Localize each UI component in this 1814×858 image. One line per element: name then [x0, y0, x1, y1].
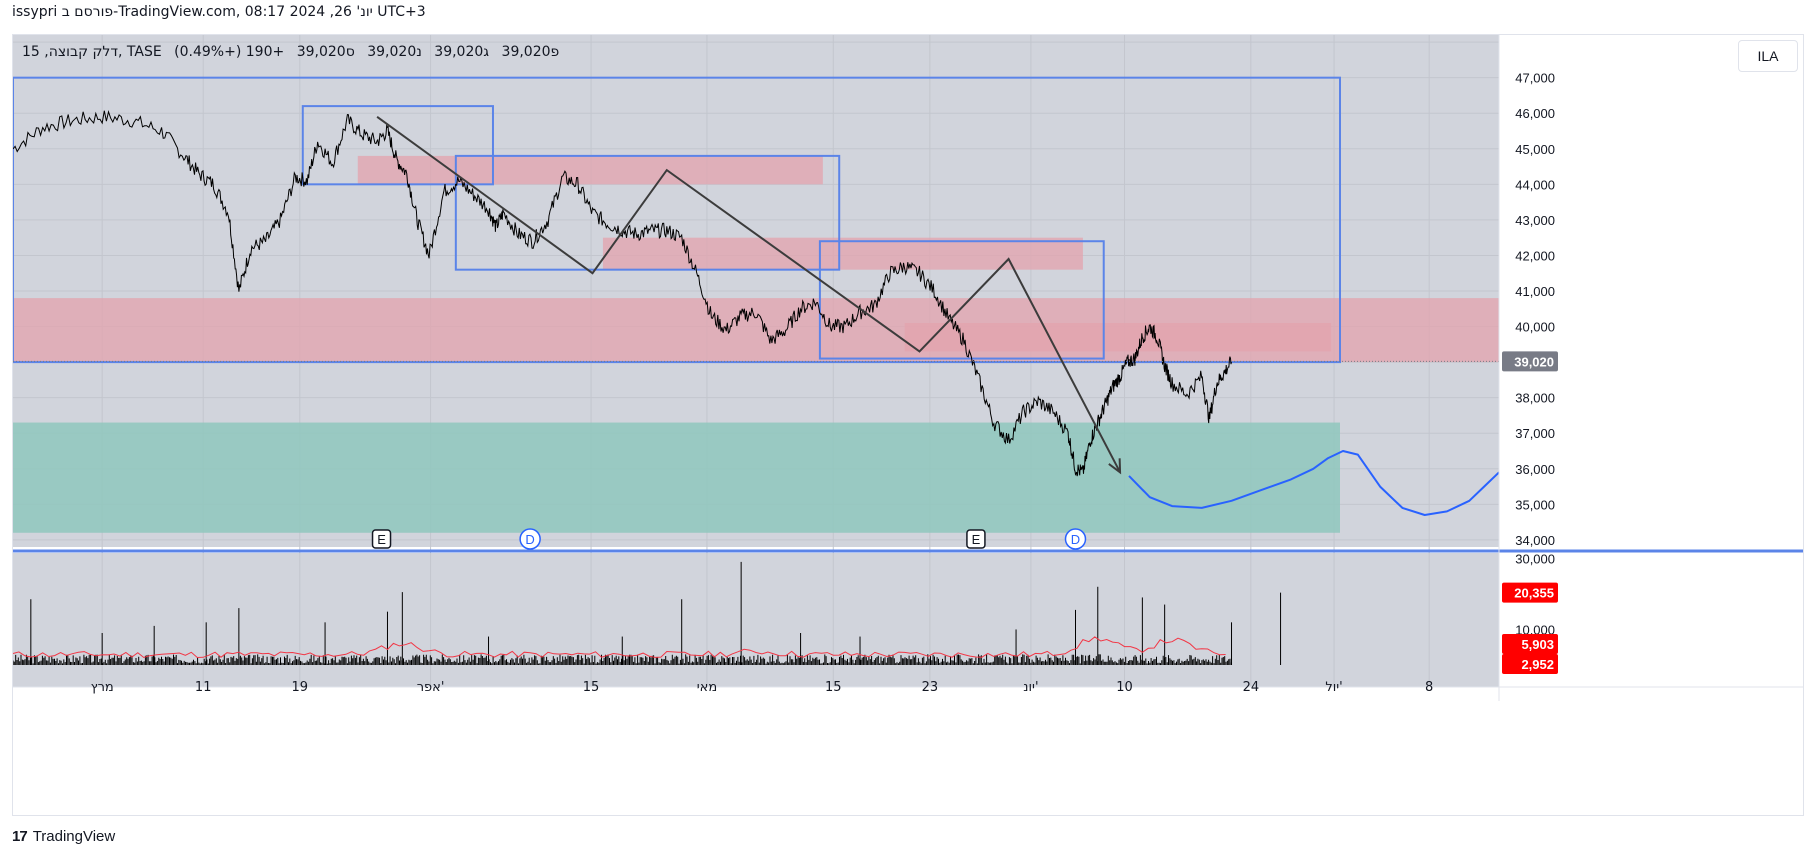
volume-axis-label: 10,000 — [1515, 622, 1555, 637]
price-axis-label: 36,000 — [1515, 462, 1555, 477]
time-axis-label: יונ' — [1023, 680, 1038, 695]
last-price-badge — [1502, 351, 1558, 372]
price-line-series — [13, 109, 1232, 477]
earnings-marker[interactable]: E — [371, 529, 392, 549]
volume-bars — [13, 654, 1232, 665]
red-zone — [357, 155, 823, 185]
legend-low: נ39,020 — [367, 44, 422, 60]
price-axis-label: 37,000 — [1515, 426, 1555, 441]
time-axis-label: מאי — [697, 680, 717, 695]
volume-axis-label: 30,000 — [1515, 551, 1555, 566]
volume-badge-label: 2,952 — [1521, 657, 1554, 672]
last-price-badge-label: 39,020 — [1514, 354, 1554, 369]
time-axis-label: 10 — [1116, 680, 1133, 695]
time-axis-label: 8 — [1425, 680, 1433, 695]
tradingview-logo[interactable]: 17 TradingView — [12, 828, 115, 845]
blue-range-box — [454, 154, 841, 271]
price-axis-label: 44,000 — [1515, 177, 1555, 192]
dividend-marker-label: D — [525, 532, 534, 547]
earnings-marker-box — [966, 529, 986, 549]
volume-badge — [1502, 582, 1558, 603]
price-axis-label: 38,000 — [1515, 391, 1555, 406]
time-axis-label: 15 — [825, 680, 842, 695]
dividend-marker-circle — [519, 528, 541, 550]
price-axis-label: 42,000 — [1515, 248, 1555, 263]
legend-symbol[interactable]: דלק קבוצה, 15, TASE — [22, 44, 162, 60]
price-axis-label: 46,000 — [1515, 106, 1555, 121]
volume-badge-label: 20,355 — [1514, 586, 1554, 601]
time-axis-label: מרץ — [91, 680, 114, 695]
price-axis-label: 34,000 — [1515, 533, 1555, 548]
time-axis-label: יול' — [1325, 680, 1342, 695]
symbol-legend: דלק קבוצה, 15, TASE פ39,020 ג39,020 נ39,… — [22, 44, 567, 60]
volume-badge-label: 5,903 — [1521, 637, 1554, 652]
volume-moving-average — [13, 636, 1226, 659]
earnings-marker[interactable]: E — [966, 529, 986, 549]
price-axis-label: 45,000 — [1515, 142, 1555, 157]
price-axis-label: 35,000 — [1515, 497, 1555, 512]
time-axis-label: אפר' — [417, 680, 445, 695]
price-axis-label: 47,000 — [1515, 71, 1555, 86]
tradingview-logo-icon: 17 — [12, 828, 28, 845]
earnings-marker-label: E — [972, 532, 981, 547]
earnings-marker-label: E — [377, 532, 386, 547]
time-axis-background — [13, 687, 1499, 721]
dividend-marker-circle — [1064, 528, 1087, 550]
price-axis-label: 40,000 — [1515, 320, 1555, 335]
time-axis-label: 11 — [195, 680, 212, 695]
blue-range-box — [13, 76, 1341, 364]
chart-frame: EDED34,00035,00036,00037,00038,00039,000… — [12, 34, 1804, 816]
time-axis-label: 23 — [922, 680, 939, 695]
volume-badge — [1502, 654, 1558, 675]
blue-range-box — [818, 240, 1105, 360]
time-axis-label: 19 — [292, 680, 309, 695]
volume-badge — [1502, 634, 1558, 655]
volume-pane-background — [13, 553, 1499, 687]
tradingview-logo-text: TradingView — [32, 828, 116, 845]
green-zone — [13, 422, 1340, 533]
projection-curve — [1128, 450, 1500, 516]
currency-button[interactable]: ILA — [1738, 40, 1798, 72]
time-axis-label: 15 — [583, 680, 600, 695]
price-axis-label: 43,000 — [1515, 213, 1555, 228]
legend-change: +190 (+0.49%) — [174, 44, 285, 60]
legend-close: ס39,020 — [296, 44, 355, 60]
time-axis-label: 24 — [1243, 680, 1260, 695]
published-caption: issypri פורסם ב-TradingView.com, יונ' 26… — [12, 4, 426, 20]
blue-range-box — [301, 105, 494, 186]
earnings-marker-box — [371, 529, 392, 549]
dividend-marker[interactable]: D — [519, 528, 541, 550]
legend-high: ג39,020 — [434, 44, 490, 60]
price-axis-label: 41,000 — [1515, 284, 1555, 299]
red-zone — [904, 323, 1332, 352]
arrow-head — [1108, 458, 1122, 475]
trend-arrow-path — [376, 115, 1121, 473]
price-chart[interactable]: EDED34,00035,00036,00037,00038,00039,000… — [13, 35, 1803, 815]
dividend-marker[interactable]: D — [1064, 528, 1087, 550]
legend-open: פ39,020 — [501, 44, 560, 60]
dividend-marker-label: D — [1071, 532, 1080, 547]
